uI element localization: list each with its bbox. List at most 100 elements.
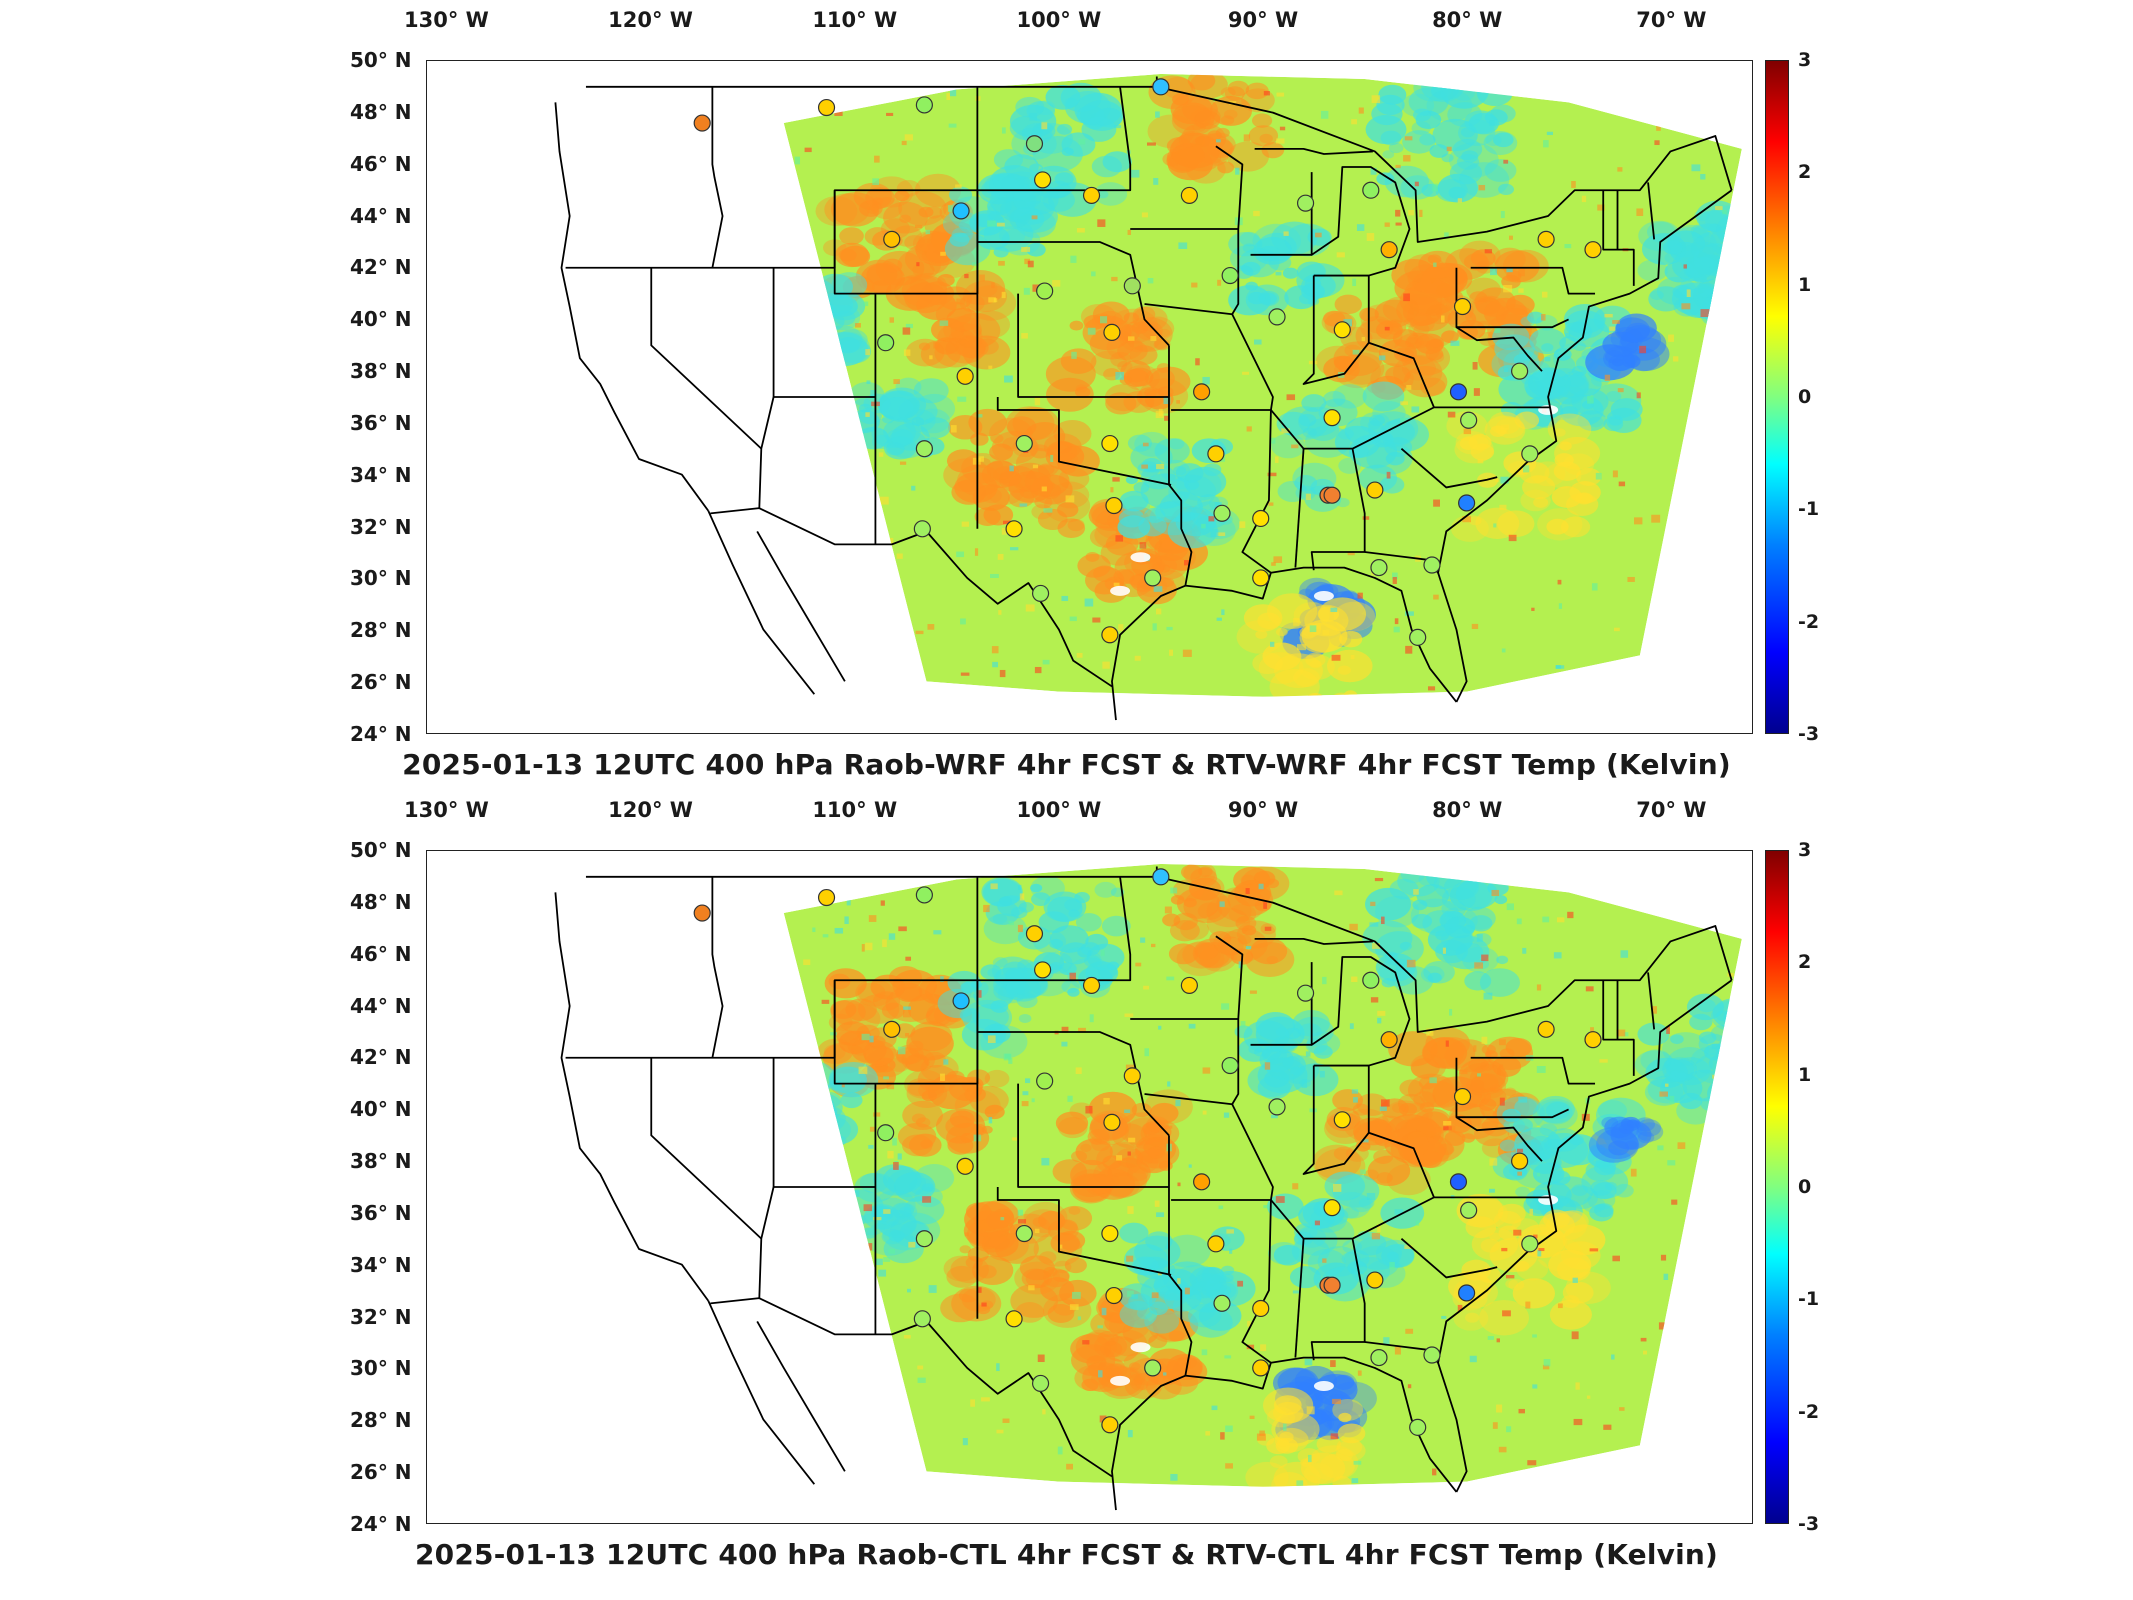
- boundary-line: [996, 397, 1172, 486]
- field-speckle: [1613, 627, 1620, 632]
- field-speckle: [1353, 1460, 1362, 1465]
- field-speckle: [1059, 1244, 1063, 1249]
- boundary-line: [1310, 1238, 1366, 1361]
- field-speckle: [1134, 655, 1141, 661]
- field-patch: [1548, 1249, 1592, 1281]
- field-speckle: [1714, 340, 1719, 346]
- field-speckle: [889, 317, 894, 323]
- field-speckle: [971, 262, 979, 266]
- field-speckle: [1097, 219, 1106, 227]
- field-speckle: [1542, 1364, 1550, 1370]
- field-speckle: [1143, 985, 1150, 990]
- field-speckle: [1017, 924, 1023, 933]
- field-speckle: [1085, 1105, 1093, 1114]
- field-speckle: [1076, 228, 1085, 233]
- field-patch: [1742, 1019, 1752, 1041]
- field-speckle: [812, 927, 816, 933]
- field-speckle: [1477, 458, 1484, 464]
- field-speckle: [1003, 520, 1011, 525]
- field-speckle: [883, 1076, 889, 1080]
- field-patch: [828, 295, 858, 317]
- colorbar-tick-label: -2: [1798, 610, 1820, 633]
- field-speckle: [976, 414, 983, 418]
- field-speckle: [1523, 465, 1530, 473]
- latitude-tick-label: 38° N: [350, 359, 412, 384]
- field-speckle: [1245, 888, 1250, 894]
- field-patch: [1362, 381, 1405, 412]
- longitude-tick-label: 130° W: [404, 8, 489, 32]
- field-speckle: [1098, 1370, 1103, 1378]
- field-patch: [969, 1229, 990, 1244]
- field-patch: [1461, 150, 1479, 163]
- field-speckle: [1605, 1466, 1612, 1472]
- field-speckle: [1448, 1125, 1456, 1133]
- field-speckle: [1031, 215, 1038, 220]
- field-patch: [1132, 1256, 1159, 1276]
- longitude-tick-label: 70° W: [1636, 798, 1707, 822]
- field-patch: [1512, 1278, 1556, 1309]
- field-patch: [1493, 247, 1526, 271]
- field-speckle: [1291, 444, 1299, 449]
- field-speckle: [1394, 1346, 1401, 1355]
- field-speckle: [927, 624, 935, 630]
- field-speckle: [1728, 232, 1735, 241]
- field-speckle: [990, 883, 998, 890]
- station-marker: [1034, 171, 1052, 189]
- field-patch: [1731, 1021, 1742, 1051]
- field-patch: [1494, 250, 1540, 283]
- field-speckle: [903, 349, 911, 356]
- field-speckle: [1691, 164, 1701, 172]
- field-speckle: [1405, 611, 1414, 616]
- longitude-tick-label: 100° W: [1016, 798, 1102, 822]
- field-patch: [1133, 481, 1150, 494]
- field-speckle: [1306, 1406, 1315, 1415]
- field-speckle: [1669, 1095, 1675, 1104]
- field-patch: [1375, 895, 1420, 928]
- field-speckle: [1716, 1308, 1722, 1315]
- field-speckle: [873, 1216, 882, 1221]
- field-patch: [1536, 1095, 1575, 1124]
- station-marker: [1296, 984, 1315, 1002]
- field-patch: [1101, 915, 1131, 937]
- boundary-line: [1294, 1238, 1305, 1358]
- field-speckle: [1627, 576, 1635, 582]
- boundaries: [554, 866, 1733, 1511]
- field-patch: [1171, 105, 1214, 136]
- field-patch: [977, 1264, 997, 1279]
- field-speckle: [1659, 1091, 1668, 1097]
- field-speckle: [1009, 547, 1019, 551]
- boundary-line: [1310, 166, 1411, 277]
- field-speckle: [1163, 1125, 1173, 1129]
- field-speckle: [1666, 100, 1674, 104]
- field-speckle: [1371, 95, 1381, 104]
- field-speckle: [1709, 676, 1717, 681]
- field-patch: [871, 416, 916, 449]
- boundary-line: [977, 86, 1132, 192]
- field-speckle: [1296, 644, 1306, 651]
- field-patch: [808, 1105, 846, 1133]
- field-speckle: [1205, 1431, 1211, 1436]
- field-speckle: [1403, 155, 1411, 162]
- field-speckle: [1392, 572, 1398, 580]
- field-speckle: [1178, 242, 1188, 249]
- field-speckle: [1400, 401, 1408, 405]
- field-speckle: [1539, 1232, 1549, 1236]
- station-marker: [1584, 241, 1602, 259]
- field-patch: [909, 272, 948, 300]
- field-speckle: [1599, 1059, 1608, 1063]
- longitude-tick-label: 110° W: [812, 8, 898, 32]
- field-patch: [1220, 115, 1235, 125]
- field-patch: [1497, 510, 1535, 538]
- field-patch: [1388, 142, 1404, 154]
- field-speckle: [1715, 904, 1723, 909]
- field-speckle: [1706, 569, 1711, 578]
- field-speckle: [905, 323, 913, 329]
- field-patch: [1094, 182, 1128, 206]
- field-speckle: [1177, 1182, 1181, 1187]
- field-speckle: [1314, 1220, 1320, 1226]
- field-patch: [1269, 668, 1320, 697]
- field-speckle: [1263, 1205, 1269, 1209]
- field-speckle: [1032, 284, 1041, 292]
- field-speckle: [1043, 508, 1053, 513]
- field-speckle: [1407, 1384, 1412, 1389]
